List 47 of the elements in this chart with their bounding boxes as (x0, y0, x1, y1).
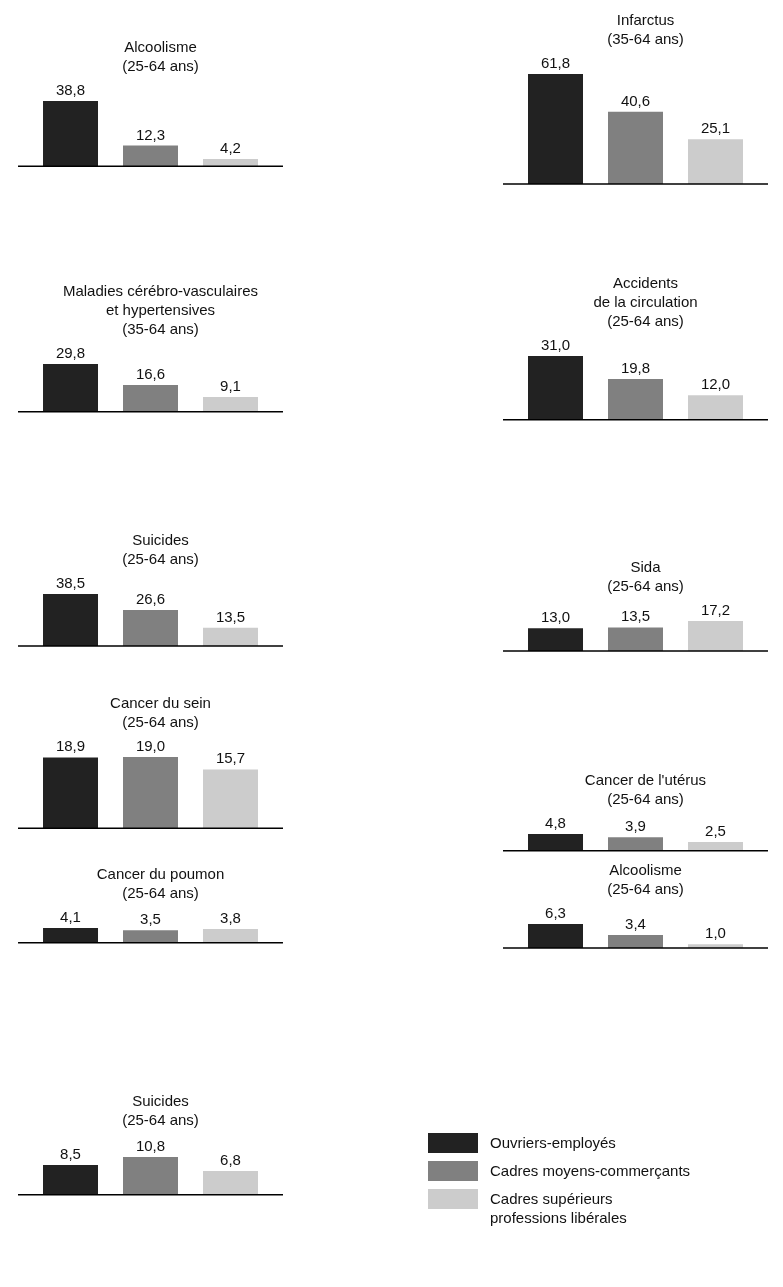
data-label: 2,5 (705, 822, 726, 840)
data-label: 1,0 (705, 924, 726, 942)
chart-title: Accidents de la circulation (25-64 ans) (592, 273, 699, 332)
data-label: 16,6 (135, 365, 166, 383)
data-label: 38,8 (55, 80, 86, 98)
chart-title: Infarctus (35-64 ans) (606, 10, 685, 49)
data-label: 25,1 (700, 119, 731, 137)
data-label: 6,3 (545, 904, 566, 922)
data-label: 12,0 (700, 375, 731, 393)
data-label: 17,2 (700, 601, 731, 619)
data-label: 31,0 (540, 336, 571, 354)
data-label: 13,5 (620, 607, 651, 625)
chart-title: Suicides (25-64 ans) (121, 530, 200, 569)
data-label: 8,5 (60, 1145, 81, 1163)
chart-title: Cancer de l'utérus (25-64 ans) (583, 770, 708, 810)
chart-title: Sida (25-64 ans) (606, 557, 685, 597)
data-label: 3,5 (140, 910, 161, 928)
data-label: 3,8 (220, 909, 241, 927)
data-label: 3,4 (625, 915, 646, 933)
data-label: 19,0 (135, 736, 166, 754)
data-label: 61,8 (540, 53, 571, 71)
data-label: 4,8 (545, 814, 566, 832)
data-label: 6,8 (220, 1151, 241, 1169)
data-label: 4,2 (220, 138, 241, 156)
data-label: 4,1 (60, 908, 81, 926)
data-label: 26,6 (135, 590, 166, 608)
data-label: 19,8 (620, 359, 651, 377)
data-label: 18,9 (55, 737, 86, 755)
data-label: 38,5 (55, 574, 86, 592)
data-label: 13,0 (540, 608, 571, 626)
data-label: 3,9 (625, 817, 646, 835)
data-label: 9,1 (220, 377, 241, 395)
chart-title: Maladies cérébro-vasculaires et hypertensives (35-64 ans) (61, 281, 260, 340)
chart-title: Suicides (25-64 ans) (121, 1091, 200, 1131)
chart-title: Alcoolisme (25-64 ans) (606, 860, 685, 900)
data-label: 40,6 (620, 91, 651, 109)
data-label: 15,7 (215, 749, 246, 767)
legend-label: Cadres moyens-commerçants (490, 1161, 691, 1181)
legend-label: Cadres supérieurs professions libérales (490, 1189, 627, 1228)
data-label: 10,8 (135, 1137, 166, 1155)
legend-label: Ouvriers-employés (490, 1133, 616, 1153)
chart-title: Cancer du poumon (25-64 ans) (95, 864, 226, 904)
data-label: 29,8 (55, 344, 86, 362)
data-label: 13,5 (215, 607, 246, 625)
chart-title: Cancer du sein (25-64 ans) (109, 692, 212, 732)
data-label: 12,3 (135, 125, 166, 143)
chart-title: Alcoolisme (25-64 ans) (121, 36, 200, 76)
